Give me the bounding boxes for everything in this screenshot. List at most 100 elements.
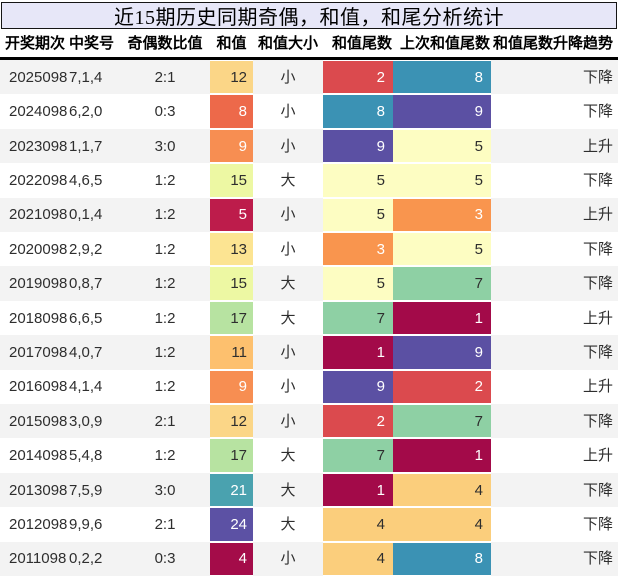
table-row: 2016098 4,1,4 1:2 9 小 9 2 上升 (0, 369, 618, 405)
winning-number-cell: 0,2,2 (69, 550, 103, 568)
period-cell: 2020098 (9, 240, 67, 258)
sum-tail-cell: 5 (323, 266, 393, 301)
prev-sum-tail-cell: 7 (393, 266, 491, 301)
sum-size-cell: 小 (280, 68, 296, 86)
odd-even-ratio-cell: 2:1 (154, 412, 176, 430)
odd-even-ratio-cell: 0:3 (154, 103, 176, 121)
odd-even-ratio-cell: 1:2 (154, 309, 176, 327)
winning-number-cell: 7,1,4 (69, 68, 103, 86)
sum-tail-cell: 9 (323, 369, 393, 405)
winning-number-cell: 4,1,4 (69, 378, 103, 396)
tail-trend-cell: 下降 (582, 171, 613, 189)
sum-value-cell: 9 (210, 128, 253, 164)
table-header-row: 开奖期次 中奖号 奇偶数比值 和值 和值大小 和值尾数 上次和值尾数 和值尾数升… (0, 29, 618, 60)
winning-number-cell: 6,2,0 (69, 103, 103, 121)
winning-number-cell: 4,0,7 (69, 343, 103, 361)
period-cell: 2012098 (9, 515, 67, 533)
prev-sum-tail-cell: 9 (393, 335, 491, 370)
sum-value-cell: 17 (210, 438, 253, 473)
table-body: 2025098 7,1,4 2:1 12 小 2 8 下降 2024098 6,2,0 0:3 8 小 8… (0, 60, 618, 576)
odd-even-ratio-cell: 1:2 (154, 378, 176, 396)
table-row: 2022098 4,6,5 1:2 15 大 5 5 下降 (0, 163, 618, 198)
period-cell: 2022098 (9, 171, 67, 189)
prev-sum-tail-cell: 4 (393, 472, 491, 508)
odd-even-ratio-cell: 1:2 (154, 447, 176, 465)
sum-tail-cell: 7 (323, 300, 393, 336)
period-cell: 2016098 (9, 378, 67, 396)
prev-sum-tail-cell: 3 (393, 197, 491, 233)
sum-size-cell: 小 (280, 343, 296, 361)
odd-even-ratio-cell: 3:0 (154, 137, 176, 155)
winning-number-cell: 9,9,6 (69, 515, 103, 533)
odd-even-ratio-cell: 1:2 (154, 343, 176, 361)
period-cell: 2025098 (9, 68, 67, 86)
tail-trend-cell: 上升 (582, 378, 613, 396)
tail-trend-cell: 下降 (582, 412, 613, 430)
tail-trend-cell: 下降 (582, 343, 613, 361)
sum-value-cell: 24 (210, 507, 253, 542)
odd-even-ratio-cell: 1:2 (154, 240, 176, 258)
sum-size-cell: 大 (280, 515, 296, 533)
column-header-odd-even-ratio: 奇偶数比值 (127, 34, 203, 52)
prev-sum-tail-cell: 5 (393, 163, 491, 198)
prev-sum-tail-cell: 5 (393, 232, 491, 267)
sum-size-cell: 小 (280, 103, 296, 121)
table-row: 2021098 0,1,4 1:2 5 小 5 3 上升 (0, 197, 618, 233)
column-header-winning-number: 中奖号 (69, 34, 115, 52)
period-cell: 2018098 (9, 309, 67, 327)
sum-value-cell: 15 (210, 266, 253, 301)
sum-value-cell: 13 (210, 232, 253, 267)
sum-size-cell: 大 (280, 171, 296, 189)
title-bar: 近15期历史同期奇偶，和值，和尾分析统计 (1, 2, 617, 29)
sum-tail-cell: 2 (323, 404, 393, 439)
table-row: 2012098 9,9,6 2:1 24 大 4 4 下降 (0, 507, 618, 542)
sum-value-cell: 15 (210, 163, 253, 198)
tail-trend-cell: 上升 (582, 137, 613, 155)
table-row: 2019098 0,8,7 1:2 15 大 5 7 下降 (0, 266, 618, 301)
table-row: 2011098 0,2,2 0:3 4 小 4 8 下降 (0, 541, 618, 576)
table-row: 2018098 6,6,5 1:2 17 大 7 1 上升 (0, 300, 618, 336)
sum-value-cell: 17 (210, 300, 253, 336)
sum-tail-cell: 2 (323, 60, 393, 95)
prev-sum-tail-cell: 8 (393, 541, 491, 576)
tail-trend-cell: 上升 (582, 206, 613, 224)
period-cell: 2019098 (9, 275, 67, 293)
sum-size-cell: 小 (280, 550, 296, 568)
sum-size-cell: 小 (280, 378, 296, 396)
winning-number-cell: 5,4,8 (69, 447, 103, 465)
sum-size-cell: 大 (280, 447, 296, 465)
column-header-sum-size: 和值大小 (257, 34, 318, 52)
tail-trend-cell: 下降 (582, 68, 613, 86)
column-header-tail-trend: 和值尾数升降趋势 (492, 34, 613, 52)
column-header-prev-sum-tail: 上次和值尾数 (399, 34, 490, 52)
sum-value-cell: 9 (210, 369, 253, 405)
sum-value-cell: 21 (210, 472, 253, 508)
winning-number-cell: 6,6,5 (69, 309, 103, 327)
tail-trend-cell: 上升 (582, 309, 613, 327)
sum-size-cell: 小 (280, 137, 296, 155)
sum-value-cell: 11 (210, 335, 253, 370)
odd-even-ratio-cell: 2:1 (154, 68, 176, 86)
sum-tail-cell: 9 (323, 128, 393, 164)
table-row: 2013098 7,5,9 3:0 21 大 1 4 下降 (0, 472, 618, 508)
sum-value-cell: 12 (210, 60, 253, 95)
sum-value-cell: 5 (210, 197, 253, 233)
page-title: 近15期历史同期奇偶，和值，和尾分析统计 (114, 7, 504, 29)
column-header-period: 开奖期次 (5, 34, 66, 52)
tail-trend-cell: 下降 (582, 103, 613, 121)
sum-tail-cell: 8 (323, 94, 393, 129)
winning-number-cell: 0,1,4 (69, 206, 103, 224)
table-row: 2015098 3,0,9 2:1 12 小 2 7 下降 (0, 404, 618, 439)
prev-sum-tail-cell: 1 (393, 438, 491, 473)
sum-size-cell: 大 (280, 309, 296, 327)
period-cell: 2024098 (9, 103, 67, 121)
period-cell: 2017098 (9, 343, 67, 361)
sum-size-cell: 小 (280, 206, 296, 224)
winning-number-cell: 3,0,9 (69, 412, 103, 430)
table-row: 2024098 6,2,0 0:3 8 小 8 9 下降 (0, 94, 618, 129)
sum-tail-cell: 7 (323, 438, 393, 473)
tail-trend-cell: 上升 (582, 447, 613, 465)
tail-trend-cell: 下降 (582, 275, 613, 293)
prev-sum-tail-cell: 1 (393, 300, 491, 336)
tail-trend-cell: 下降 (582, 481, 613, 499)
